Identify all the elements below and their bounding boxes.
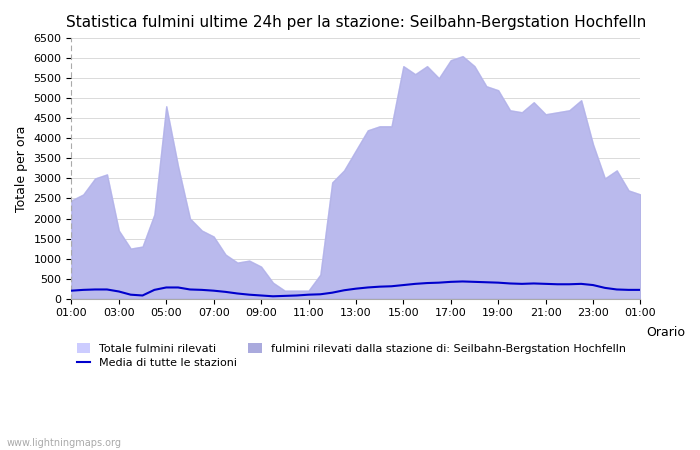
Y-axis label: Totale per ora: Totale per ora (15, 125, 28, 212)
Text: www.lightningmaps.org: www.lightningmaps.org (7, 438, 122, 448)
Legend: Totale fulmini rilevati, Media di tutte le stazioni, fulmini rilevati dalla staz: Totale fulmini rilevati, Media di tutte … (77, 343, 626, 368)
Title: Statistica fulmini ultime 24h per la stazione: Seilbahn-Bergstation Hochfelln: Statistica fulmini ultime 24h per la sta… (66, 15, 646, 30)
Text: Orario: Orario (646, 326, 685, 339)
